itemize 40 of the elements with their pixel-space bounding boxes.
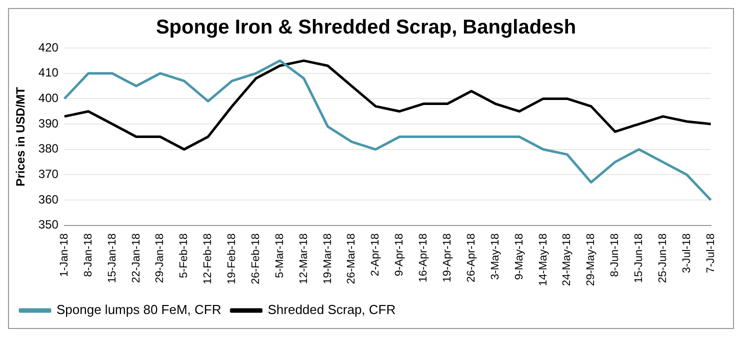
x-tick-label: 16-Apr-18 bbox=[418, 233, 430, 282]
x-tick-label: 7-Jul-18 bbox=[704, 233, 717, 274]
x-tick-label: 15-Jan-18 bbox=[106, 233, 118, 283]
y-tick-label: 390 bbox=[38, 116, 59, 130]
x-tick-label: 14-May-18 bbox=[537, 233, 550, 286]
x-tick-label: 5-Mar-18 bbox=[274, 233, 286, 278]
chart-title: Sponge Iron & Shredded Scrap, Bangladesh bbox=[156, 16, 576, 39]
y-tick-label: 380 bbox=[38, 142, 59, 156]
y-tick-label: 350 bbox=[38, 218, 59, 232]
x-tick-label: 22-Jan-18 bbox=[130, 233, 142, 283]
x-tick-label: 26-Mar-18 bbox=[346, 233, 358, 284]
y-axis-title: Prices in USD/MT bbox=[14, 86, 28, 186]
legend-label: Shredded Scrap, CFR bbox=[268, 302, 396, 318]
y-tick-label: 410 bbox=[38, 66, 59, 80]
x-tick-label: 9-May-18 bbox=[513, 233, 526, 280]
y-tick-label: 360 bbox=[38, 192, 59, 206]
x-tick-label: 29-Jan-18 bbox=[154, 233, 166, 283]
y-tick-label: 420 bbox=[38, 40, 59, 54]
y-tick-label: 370 bbox=[38, 167, 59, 182]
x-tick-label: 9-Apr-18 bbox=[394, 233, 406, 276]
x-tick-label: 12-Feb-18 bbox=[202, 233, 214, 284]
x-tick-label: 24-May-18 bbox=[561, 233, 574, 286]
y-tick-label: 400 bbox=[38, 91, 59, 106]
x-tick-label: 19-Mar-18 bbox=[322, 233, 334, 284]
x-tick-label: 5-Feb-18 bbox=[178, 233, 190, 278]
x-tick-label: 19-Feb-18 bbox=[226, 233, 238, 284]
x-tick-label: 12-Mar-18 bbox=[298, 233, 310, 284]
x-tick-label: 26-Apr-18 bbox=[465, 233, 478, 282]
x-tick-label: 2-Apr-18 bbox=[370, 233, 382, 276]
x-tick-label: 3-May-18 bbox=[489, 233, 502, 280]
x-tick-label: 26-Feb-18 bbox=[250, 233, 262, 284]
x-tick-label: 29-May-18 bbox=[585, 233, 598, 286]
x-tick-label: 8-Jun-18 bbox=[609, 233, 622, 277]
x-tick-label: 15-Jun-18 bbox=[633, 233, 646, 283]
x-tick-label: 1-Jan-18 bbox=[58, 233, 70, 277]
x-tick-label: 8-Jan-18 bbox=[82, 233, 94, 277]
x-tick-label: 3-Jul-18 bbox=[680, 233, 693, 274]
legend-label: Sponge lumps 80 FeM, CFR bbox=[56, 302, 222, 318]
x-tick-label: 19-Apr-18 bbox=[441, 233, 454, 282]
x-tick-label: 25-Jun-18 bbox=[656, 233, 669, 283]
